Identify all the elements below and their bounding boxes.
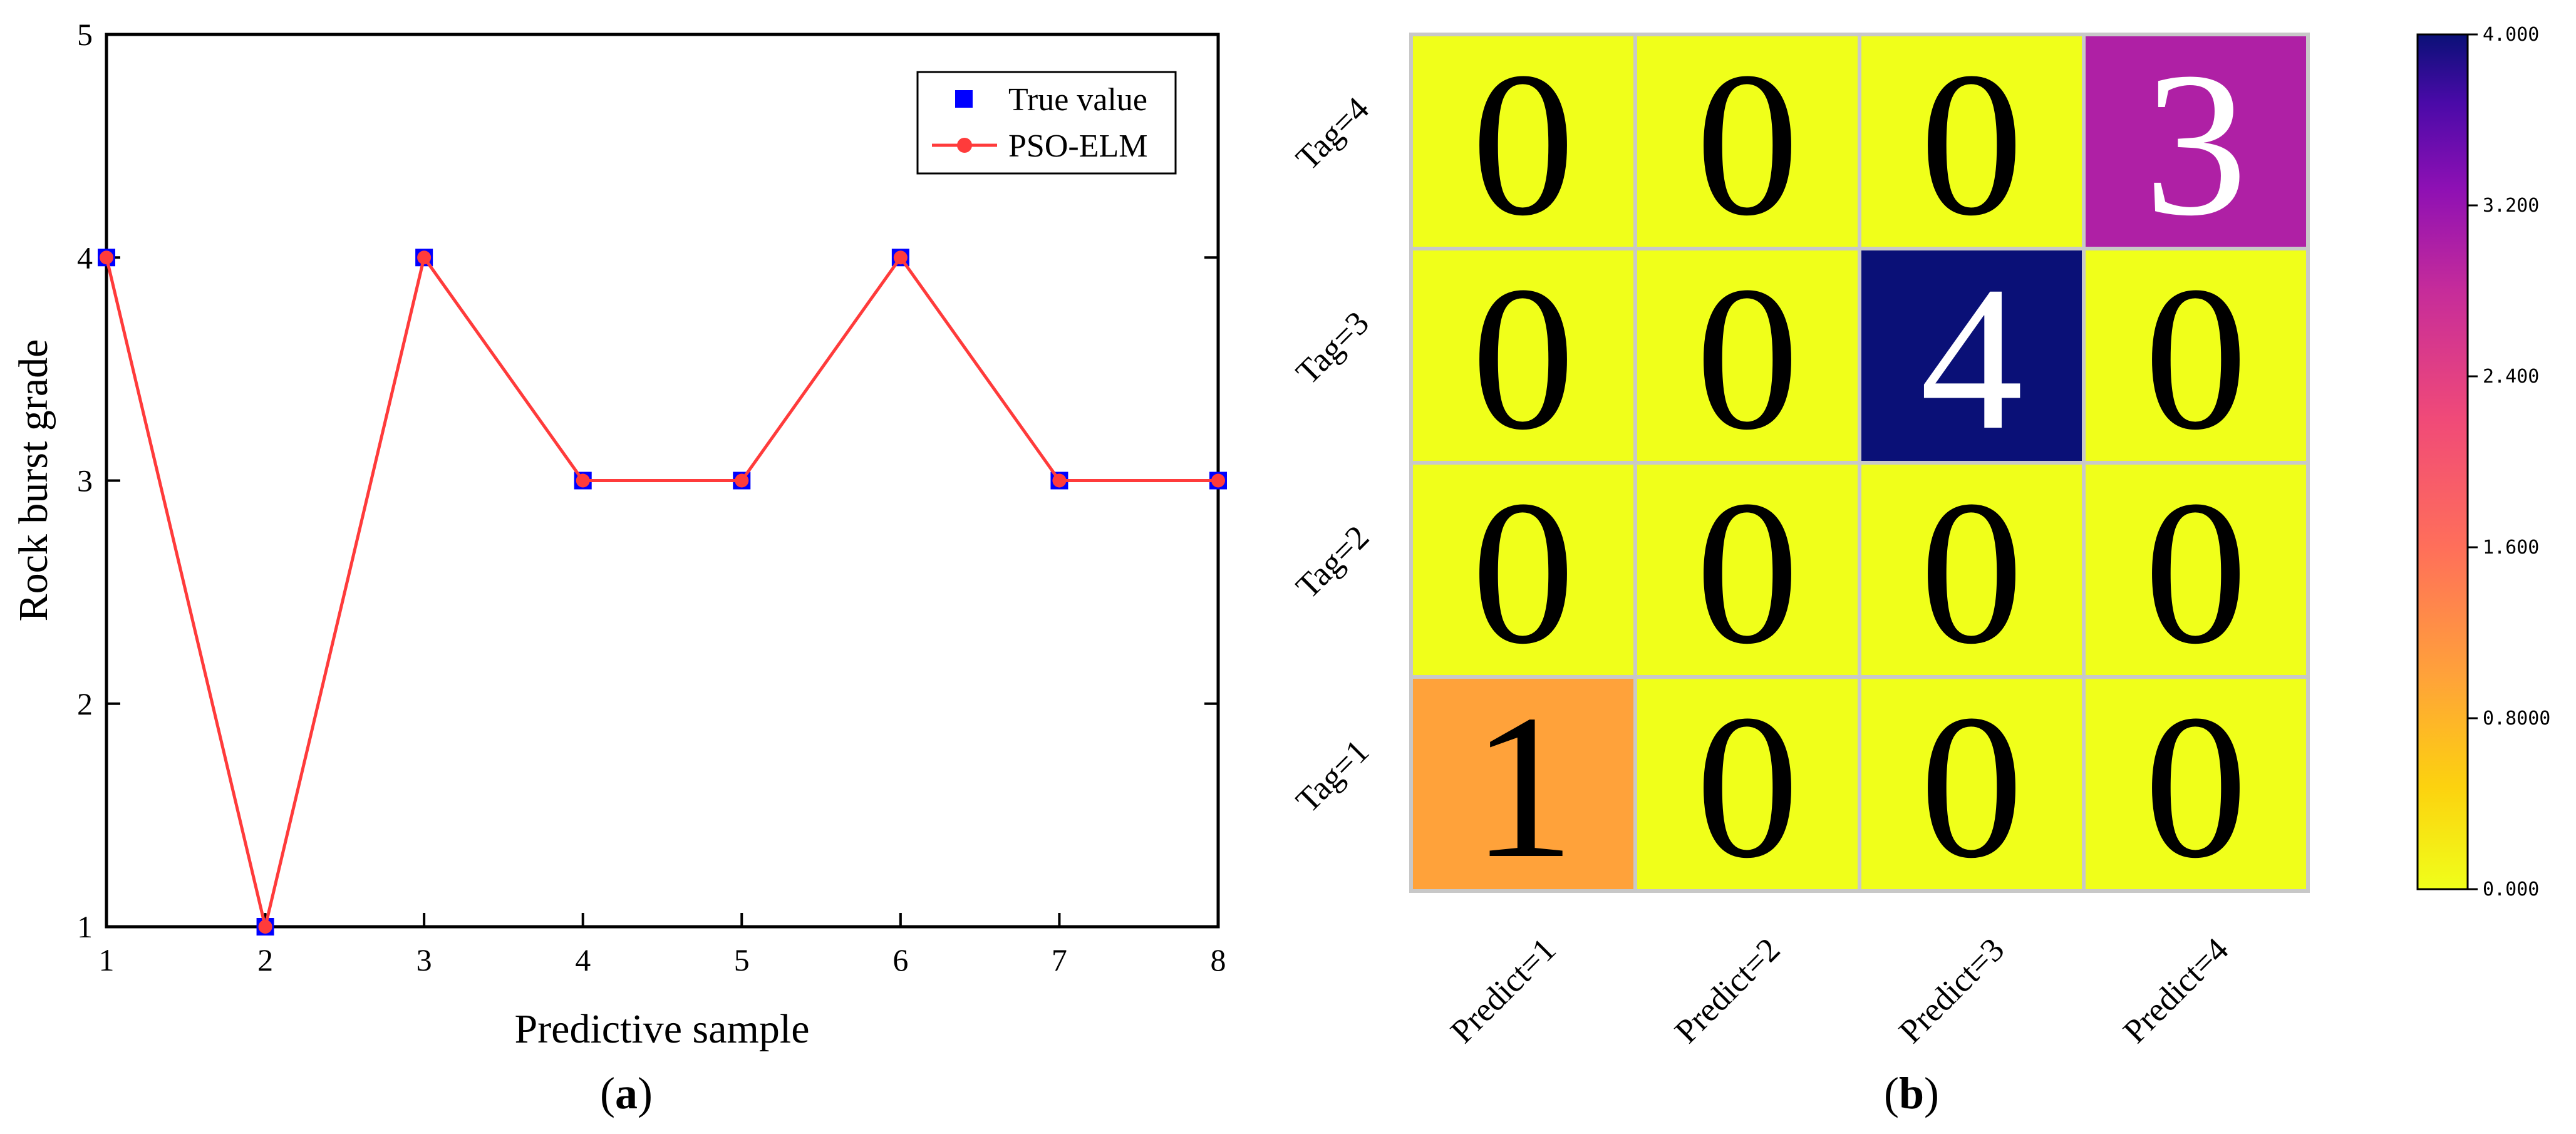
cell-value-label: 0 bbox=[1696, 30, 1799, 259]
y-tick-label: 5 bbox=[77, 17, 93, 52]
row-label: Tag=4 bbox=[1288, 90, 1376, 177]
row-label: Tag=1 bbox=[1288, 732, 1376, 820]
pso-elm-point bbox=[417, 250, 432, 265]
y-tick-label: 1 bbox=[77, 909, 93, 944]
legend-marker-pso-elm bbox=[957, 138, 972, 153]
x-tick-label: 6 bbox=[892, 942, 908, 977]
column-label: Predict=1 bbox=[1443, 930, 1563, 1050]
pso-elm-point bbox=[576, 473, 590, 488]
pso-elm-line bbox=[105, 254, 1218, 927]
column-label: Predict=2 bbox=[1667, 930, 1787, 1050]
colorbar-tick-label: 3.200 bbox=[2483, 195, 2539, 217]
legend-box bbox=[916, 71, 1177, 175]
y-tick-label: 2 bbox=[77, 686, 93, 721]
colorbar-tick-label: 0.8000 bbox=[2483, 708, 2550, 729]
cell-value-label: 0 bbox=[1472, 30, 1575, 259]
cell-value-label: 0 bbox=[2144, 673, 2248, 901]
cell-value-label: 0 bbox=[1472, 244, 1575, 473]
heatmap-cell bbox=[1409, 675, 1637, 893]
colorbar-tick-label: 0.000 bbox=[2483, 879, 2539, 900]
heatmap-cell bbox=[1858, 33, 2086, 250]
x-tick-label: 8 bbox=[1211, 942, 1226, 977]
x-axis-label: Predictive sample bbox=[514, 1006, 809, 1052]
colorbar-tick-label: 1.600 bbox=[2483, 537, 2539, 559]
heatmap-cell bbox=[1633, 675, 1861, 893]
row-label: Tag=3 bbox=[1288, 304, 1376, 391]
cell-value-label: 0 bbox=[1472, 458, 1575, 687]
x-tick-label: 3 bbox=[416, 942, 432, 977]
cell-value-label: 0 bbox=[2144, 458, 2248, 687]
cell-value-label: 0 bbox=[1920, 30, 2024, 259]
heatmap-cell bbox=[2082, 247, 2310, 465]
heatmap-cell bbox=[2082, 675, 2310, 893]
panel-a-line-chart: 1 2 3 4 5 1 2 3 4 5 6 7 8 Predictive sample Rock bu… bbox=[11, 17, 1227, 1118]
colorbar-tick-label: 4.000 bbox=[2483, 24, 2539, 46]
x-tick-label: 1 bbox=[99, 942, 115, 977]
heatmap-cell bbox=[1858, 247, 2086, 465]
cell-value-label: 0 bbox=[1696, 673, 1799, 901]
column-label: Predict=4 bbox=[2116, 930, 2235, 1050]
row-label: Tag=2 bbox=[1288, 518, 1376, 606]
x-tick-label: 4 bbox=[575, 942, 591, 977]
cell-value-label: 0 bbox=[1920, 673, 2024, 901]
pso-elm-point bbox=[893, 250, 908, 265]
cell-value-label: 1 bbox=[1472, 673, 1575, 901]
pso-elm-point bbox=[258, 920, 272, 934]
colorbar bbox=[2416, 33, 2469, 890]
cell-value-label: 3 bbox=[2144, 30, 2248, 259]
y-tick-label: 3 bbox=[77, 463, 93, 498]
x-tick-label: 2 bbox=[257, 942, 273, 977]
heatmap-cell bbox=[2082, 33, 2310, 250]
y-axis-label: Rock burst grade bbox=[11, 339, 56, 622]
panel-label-a: (a) bbox=[600, 1068, 653, 1118]
cell-value-label: 0 bbox=[1696, 244, 1799, 473]
heatmap-cell bbox=[1409, 33, 1637, 250]
pso-elm-point bbox=[1052, 473, 1067, 488]
cell-value-label: 0 bbox=[1696, 458, 1799, 687]
pso-elm-point bbox=[1211, 473, 1225, 488]
panel-label-b: (b) bbox=[1884, 1068, 1939, 1118]
pso-elm-point bbox=[735, 473, 749, 488]
legend-label-true-value: True value bbox=[1008, 82, 1147, 118]
legend-marker-true-value bbox=[955, 90, 973, 108]
legend-label-pso-elm: PSO-ELM bbox=[1008, 128, 1147, 164]
column-label: Predict=3 bbox=[1891, 930, 2011, 1050]
cell-value-label: 0 bbox=[2144, 244, 2248, 473]
pso-elm-point bbox=[100, 250, 113, 265]
y-tick-label: 4 bbox=[77, 240, 93, 275]
x-tick-label: 7 bbox=[1052, 942, 1067, 977]
x-tick-label: 5 bbox=[734, 942, 750, 977]
colorbar-tick-label: 2.400 bbox=[2483, 366, 2539, 388]
heatmap-cell bbox=[1858, 675, 2086, 893]
legend: True value PSO-ELM bbox=[916, 71, 1177, 175]
cell-value-label: 0 bbox=[1920, 458, 2024, 687]
cell-value-label: 4 bbox=[1920, 244, 2024, 473]
heatmap-cell bbox=[1633, 33, 1861, 250]
